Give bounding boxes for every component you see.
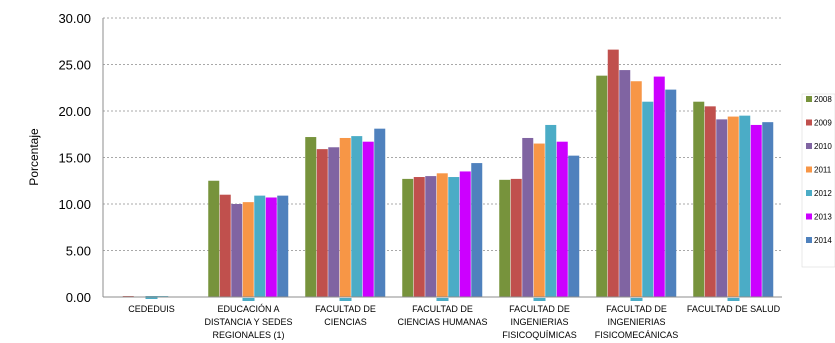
bar-2014 xyxy=(471,163,483,297)
legend-swatch-2009 xyxy=(806,119,812,126)
axis-marker xyxy=(242,298,255,301)
category-label: CIENCIAS xyxy=(324,317,367,327)
bar-2013 xyxy=(265,197,277,297)
category-label: FACULTAD DE xyxy=(606,304,667,314)
category-label: FACULTAD DE SALUD xyxy=(687,304,781,314)
bar-2012 xyxy=(254,195,266,297)
legend: 2008 2009 2010 2011 2012 2013 2014 xyxy=(801,93,835,268)
legend-label: 2010 xyxy=(814,142,832,151)
bar-2014 xyxy=(762,122,774,297)
y-tick-label: 25.00 xyxy=(58,58,91,73)
bar-2009 xyxy=(607,49,619,298)
bar-2011 xyxy=(436,173,448,297)
category-label: FISICOQUÍMICAS xyxy=(502,330,577,340)
legend-label: 2012 xyxy=(814,189,832,198)
y-tick-label: 20.00 xyxy=(58,104,91,119)
bar-2009 xyxy=(413,177,425,297)
y-tick-label: 30.00 xyxy=(58,11,91,26)
legend-label: 2014 xyxy=(814,236,832,245)
legend-swatch-2011 xyxy=(806,166,812,173)
legend-swatch-2010 xyxy=(806,143,812,149)
bar-2011 xyxy=(533,143,545,297)
bar-2011 xyxy=(339,137,351,297)
bar-2012 xyxy=(545,124,557,297)
legend-label: 2008 xyxy=(814,95,832,104)
legend-swatch-2014 xyxy=(806,237,812,243)
bar-2010 xyxy=(619,70,631,297)
bar-2010 xyxy=(328,147,340,297)
bar-2014 xyxy=(665,89,677,297)
bar-2012 xyxy=(739,115,751,298)
bar-2008 xyxy=(596,75,608,297)
bar-2009 xyxy=(316,149,328,297)
bar-2008 xyxy=(402,178,414,297)
y-axis-ticks: 0.00 5.00 10.00 15.00 20.00 25.00 30.00 xyxy=(58,11,91,305)
bar-2010 xyxy=(716,119,728,298)
bar-2013 xyxy=(750,124,762,297)
y-tick-label: 0.00 xyxy=(66,290,91,305)
y-tick-label: 10.00 xyxy=(58,197,91,212)
category-label: EDUCACIÓN A xyxy=(217,304,279,314)
category-label: INGENIERIAS xyxy=(510,317,568,327)
bar-2014 xyxy=(374,128,386,297)
bar-2014 xyxy=(277,195,289,297)
bar-2013 xyxy=(556,141,568,297)
legend-label: 2013 xyxy=(814,213,832,222)
bar-2014 xyxy=(568,155,580,297)
bar-2008 xyxy=(208,180,220,297)
bar-2009 xyxy=(510,178,522,297)
bar-2012 xyxy=(351,136,363,297)
axis-marker xyxy=(339,298,352,301)
y-tick-label: 15.00 xyxy=(58,151,91,166)
legend-swatch-2008 xyxy=(806,96,812,102)
bar-2010 xyxy=(425,176,437,297)
category-label: CIENCIAS HUMANAS xyxy=(397,317,487,327)
bar-2009 xyxy=(704,106,716,297)
bar-2012 xyxy=(448,177,460,297)
bar-2013 xyxy=(653,76,665,297)
axis-marker xyxy=(630,298,643,301)
category-label: CEDEDUIS xyxy=(128,304,175,314)
category-label: INGENIERIAS xyxy=(607,317,665,327)
y-axis-title: Porcentaje xyxy=(27,128,41,186)
legend-label: 2011 xyxy=(814,166,832,175)
y-tick-label: 5.00 xyxy=(66,244,91,259)
category-label: FACULTAD DE xyxy=(509,304,570,314)
bar-2009 xyxy=(219,194,231,297)
axis-marker xyxy=(436,298,449,301)
legend-label: 2009 xyxy=(814,119,832,128)
axis-marker xyxy=(727,298,740,301)
bar-2012 xyxy=(642,101,654,297)
bar-2010 xyxy=(522,137,534,297)
bar-2010 xyxy=(231,204,243,297)
category-label: FACULTAD DE xyxy=(315,304,376,314)
axis-marker xyxy=(533,298,546,301)
category-label: REGIONALES (1) xyxy=(212,330,284,340)
category-labels: CEDEDUIS EDUCACIÓN A DISTANCIA Y SEDES REGI… xyxy=(128,304,780,340)
bar-2011 xyxy=(242,202,254,297)
bar-2011 xyxy=(727,116,739,297)
category-label: DISTANCIA Y SEDES xyxy=(204,317,292,327)
legend-swatch-2013 xyxy=(806,213,812,220)
axes xyxy=(102,18,782,298)
bar-2008 xyxy=(499,179,511,297)
category-label: FISICOMECÁNICAS xyxy=(595,330,679,340)
bar-2008 xyxy=(305,137,317,297)
bars xyxy=(122,49,774,301)
bar-2013 xyxy=(362,141,374,297)
bar-2008 xyxy=(693,101,705,297)
legend-swatch-2012 xyxy=(806,190,812,196)
bar-2013 xyxy=(459,171,471,297)
category-label: FACULTAD DE xyxy=(412,304,473,314)
bar-2011 xyxy=(630,81,642,298)
